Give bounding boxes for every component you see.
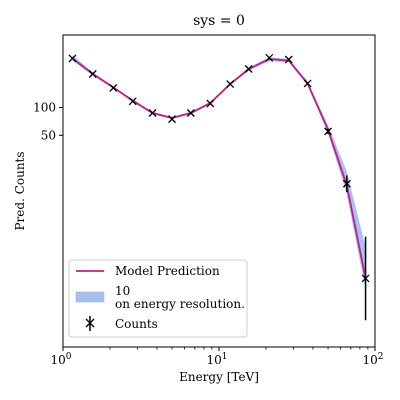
count-marker (244, 65, 253, 73)
legend: Model Prediction 10 on energy resolution.… (68, 259, 248, 338)
count-point (265, 53, 274, 62)
count-point (88, 70, 97, 78)
x-axis-label: Energy [TeV] (179, 370, 259, 384)
legend-band-swatch (75, 291, 105, 303)
y-tick-label: 100 (33, 100, 56, 114)
legend-box (68, 259, 248, 338)
count-marker (361, 274, 370, 283)
count-marker (265, 53, 274, 62)
count-marker (206, 99, 215, 108)
count-point (284, 55, 293, 64)
y-tick-label: 50 (41, 128, 56, 142)
count-point (342, 175, 351, 193)
legend-counts-swatch (85, 316, 95, 331)
chart-title: sys = 0 (193, 13, 245, 29)
y-axis-label: Pred. Counts (13, 151, 27, 230)
count-point (324, 127, 332, 136)
count-marker (324, 127, 332, 136)
count-marker (186, 109, 195, 117)
count-point (226, 80, 235, 88)
count-point (68, 54, 77, 63)
count-point (109, 83, 118, 92)
x-tick-label: 101 (206, 352, 227, 367)
count-marker (342, 179, 351, 188)
count-point (244, 65, 253, 73)
count-marker (109, 83, 118, 92)
x-tick-label: 100 (50, 352, 71, 367)
count-point (186, 109, 195, 117)
count-point (168, 115, 176, 124)
count-marker (88, 70, 97, 78)
count-marker (284, 55, 293, 64)
legend-label-counts: Counts (115, 317, 158, 331)
count-marker (168, 115, 176, 124)
model-prediction-line (71, 57, 367, 279)
x-tick-label: 102 (362, 352, 383, 367)
count-point (303, 79, 312, 88)
count-marker (68, 54, 77, 63)
legend-label-model: Model Prediction (115, 264, 220, 278)
count-point (361, 236, 370, 321)
point-layer (68, 53, 370, 321)
legend-label-band: 10 on energy resolution. (115, 284, 245, 311)
count-point (206, 99, 215, 108)
count-marker (148, 109, 157, 117)
count-marker (226, 80, 235, 88)
count-point (148, 109, 157, 117)
count-point (128, 97, 137, 106)
line-layer (71, 57, 367, 279)
band-layer (72, 55, 366, 290)
uncertainty-band (72, 55, 366, 290)
count-marker (128, 97, 137, 106)
tick-layer: 100 101 102 50 100 (33, 100, 383, 367)
count-marker (303, 79, 312, 88)
